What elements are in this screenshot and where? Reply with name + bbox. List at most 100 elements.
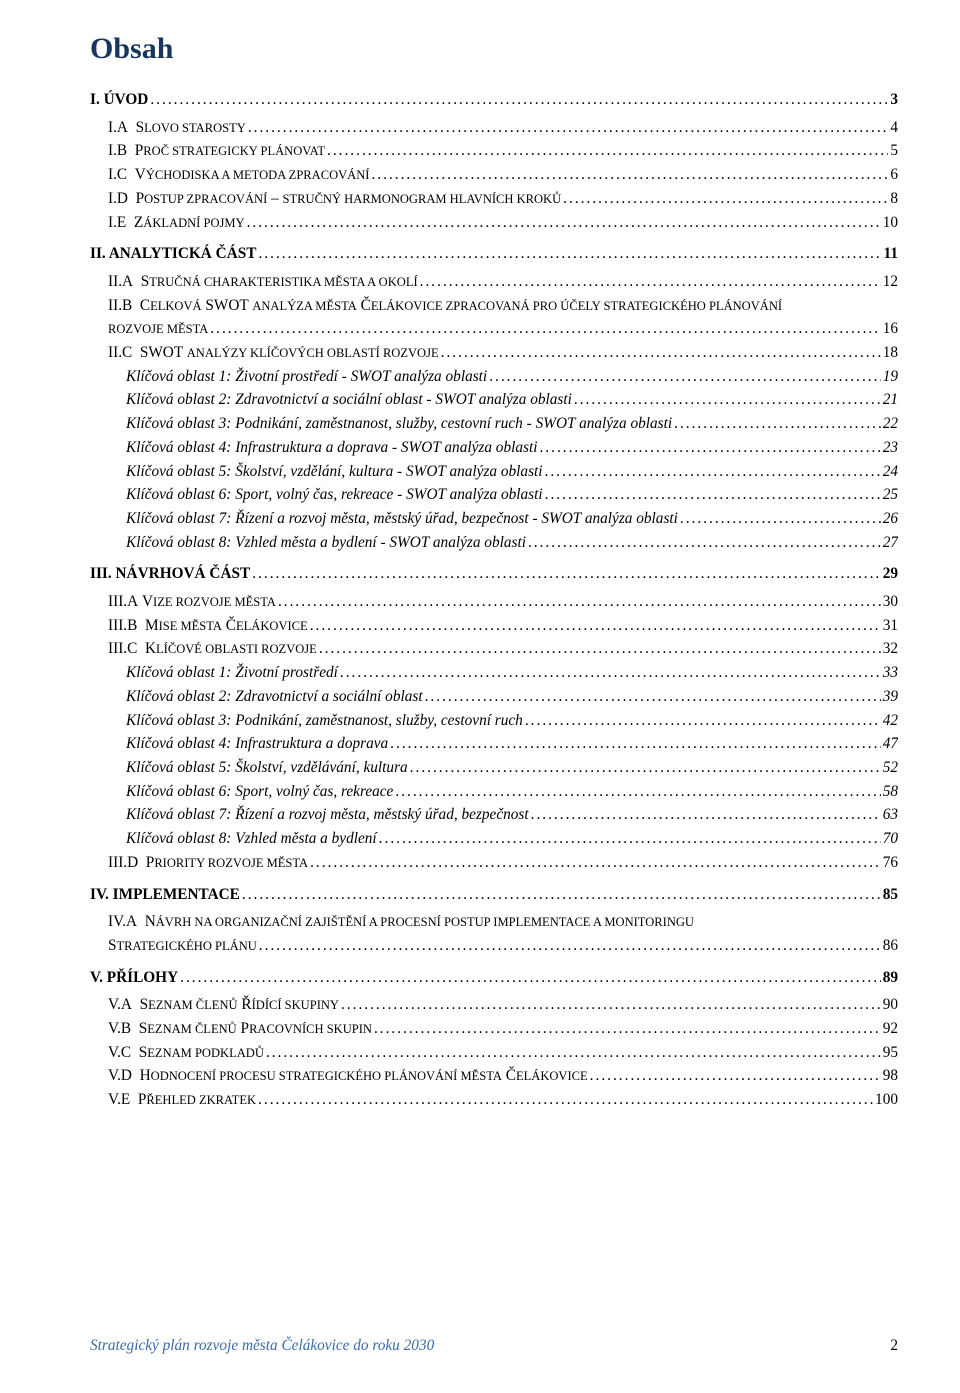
- toc-label: Klíčová oblast 5: Školství, vzdělávání, …: [126, 756, 408, 780]
- toc-leader: [379, 827, 881, 851]
- toc-leader: [674, 412, 881, 436]
- toc-entry[interactable]: V.D HODNOCENÍ PROCESU STRATEGICKÉHO PLÁN…: [90, 1064, 898, 1088]
- toc-leader: [420, 270, 881, 294]
- toc-page: 98: [883, 1064, 898, 1088]
- toc-page: 39: [883, 685, 898, 709]
- toc-label: Klíčová oblast 7: Řízení a rozvoj města,…: [126, 507, 678, 531]
- toc-page: 76: [883, 851, 898, 875]
- toc-entry[interactable]: III.B MISE MĚSTA ČELÁKOVICE 31: [90, 614, 898, 638]
- toc-page: 63: [883, 803, 898, 827]
- toc-page: 92: [883, 1017, 898, 1041]
- toc-label: I.E ZÁKLADNÍ POJMY: [108, 211, 245, 235]
- toc-leader: [489, 365, 881, 389]
- toc-page: 42: [883, 709, 898, 733]
- toc-entry[interactable]: Klíčová oblast 1: Životní prostředí 33: [90, 661, 898, 685]
- toc-leader: [180, 966, 881, 990]
- toc-entry[interactable]: Klíčová oblast 4: Infrastruktura a dopra…: [90, 732, 898, 756]
- toc-label: IV. IMPLEMENTACE: [90, 883, 240, 907]
- toc-entry[interactable]: I.D POSTUP ZPRACOVÁNÍ – STRUČNÝ HARMONOG…: [90, 187, 898, 211]
- toc-entry[interactable]: V.B SEZNAM ČLENŮ PRACOVNÍCH SKUPIN 92: [90, 1017, 898, 1041]
- toc-entry[interactable]: III.C KLÍČOVÉ OBLASTI ROZVOJE 32: [90, 637, 898, 661]
- toc-label: II.C SWOT ANALÝZY KLÍČOVÝCH OBLASTÍ ROZV…: [108, 341, 439, 365]
- toc-entry[interactable]: III.A VIZE ROZVOJE MĚSTA 30: [90, 590, 898, 614]
- toc-entry[interactable]: III.D PRIORITY ROZVOJE MĚSTA 76: [90, 851, 898, 875]
- toc-label: I.D POSTUP ZPRACOVÁNÍ – STRUČNÝ HARMONOG…: [108, 187, 561, 211]
- toc-leader: [247, 211, 881, 235]
- toc-label: III.B MISE MĚSTA ČELÁKOVICE: [108, 614, 308, 638]
- toc-page: 10: [883, 211, 898, 235]
- toc-entry[interactable]: Klíčová oblast 5: Školství, vzdělání, ku…: [90, 460, 898, 484]
- toc-entry[interactable]: Klíčová oblast 8: Vzhled města a bydlení…: [90, 827, 898, 851]
- toc-entry[interactable]: Klíčová oblast 7: Řízení a rozvoj města,…: [90, 507, 898, 531]
- toc-page: 25: [883, 483, 898, 507]
- toc-entry[interactable]: Klíčová oblast 2: Zdravotnictví a sociál…: [90, 685, 898, 709]
- toc-page: 24: [883, 460, 898, 484]
- toc-entry[interactable]: II.A STRUČNÁ CHARAKTERISTIKA MĚSTA A OKO…: [90, 270, 898, 294]
- toc-label: Klíčová oblast 3: Podnikání, zaměstnanos…: [126, 709, 523, 733]
- toc-page: 86: [883, 934, 898, 958]
- toc-leader: [310, 614, 881, 638]
- toc-label: IV.A NÁVRH NA ORGANIZAČNÍ ZAJIŠTĚNÍ A PR…: [108, 910, 694, 934]
- footer-title: Strategický plán rozvoje města Čelákovic…: [90, 1337, 434, 1355]
- toc-entry[interactable]: II. ANALYTICKÁ ČÁST 11: [90, 242, 898, 266]
- toc-label: V.B SEZNAM ČLENŮ PRACOVNÍCH SKUPIN: [108, 1017, 372, 1041]
- toc-leader: [266, 1041, 881, 1065]
- toc-entry[interactable]: III. NÁVRHOVÁ ČÁST 29: [90, 562, 898, 586]
- toc-page: 11: [884, 242, 898, 266]
- toc-page: 26: [883, 507, 898, 531]
- toc-page: 58: [883, 780, 898, 804]
- toc-entry[interactable]: STRATEGICKÉHO PLÁNU 86: [90, 934, 898, 958]
- toc-entry[interactable]: V. PŘÍLOHY 89: [90, 966, 898, 990]
- toc-entry[interactable]: Klíčová oblast 8: Vzhled města a bydlení…: [90, 531, 898, 555]
- toc-leader: [545, 460, 881, 484]
- toc-page: 4: [890, 116, 898, 140]
- toc-entry[interactable]: Klíčová oblast 7: Řízení a rozvoj města,…: [90, 803, 898, 827]
- toc-entry[interactable]: Klíčová oblast 2: Zdravotnictví a sociál…: [90, 388, 898, 412]
- toc-leader: [259, 934, 881, 958]
- toc-page: 100: [875, 1088, 898, 1112]
- toc-page: 18: [883, 341, 898, 365]
- page-footer: Strategický plán rozvoje města Čelákovic…: [90, 1337, 898, 1355]
- toc-entry-continuation: IV.A NÁVRH NA ORGANIZAČNÍ ZAJIŠTĚNÍ A PR…: [90, 910, 898, 934]
- toc-page: 27: [883, 531, 898, 555]
- toc-entry[interactable]: Klíčová oblast 6: Sport, volný čas, rekr…: [90, 780, 898, 804]
- toc-leader: [374, 1017, 881, 1041]
- toc-entry-continuation: II.B CELKOVÁ SWOT ANALÝZA MĚSTA ČELÁKOVI…: [90, 294, 898, 318]
- toc-leader: [531, 803, 881, 827]
- toc-entry[interactable]: Klíčová oblast 3: Podnikání, zaměstnanos…: [90, 412, 898, 436]
- toc-label: Klíčová oblast 2: Zdravotnictví a sociál…: [126, 388, 572, 412]
- toc-label: Klíčová oblast 3: Podnikání, zaměstnanos…: [126, 412, 672, 436]
- toc-entry[interactable]: Klíčová oblast 4: Infrastruktura a dopra…: [90, 436, 898, 460]
- toc-label: III.A VIZE ROZVOJE MĚSTA: [108, 590, 276, 614]
- toc-entry[interactable]: Klíčová oblast 5: Školství, vzdělávání, …: [90, 756, 898, 780]
- toc-label: II. ANALYTICKÁ ČÁST: [90, 242, 256, 266]
- toc-entry[interactable]: IV. IMPLEMENTACE 85: [90, 883, 898, 907]
- toc-entry[interactable]: I. ÚVOD 3: [90, 88, 898, 112]
- toc-entry[interactable]: V.C SEZNAM PODKLADŮ 95: [90, 1041, 898, 1065]
- toc-entry[interactable]: Klíčová oblast 3: Podnikání, zaměstnanos…: [90, 709, 898, 733]
- toc-page: 70: [883, 827, 898, 851]
- toc-leader: [371, 163, 888, 187]
- toc-label: I.C VÝCHODISKA A METODA ZPRACOVÁNÍ: [108, 163, 369, 187]
- toc-page: 89: [883, 966, 898, 990]
- toc-entry[interactable]: Klíčová oblast 6: Sport, volný čas, rekr…: [90, 483, 898, 507]
- toc-label: III.C KLÍČOVÉ OBLASTI ROZVOJE: [108, 637, 317, 661]
- toc-leader: [341, 993, 881, 1017]
- toc-page: 90: [883, 993, 898, 1017]
- toc-page: 95: [883, 1041, 898, 1065]
- toc-entry[interactable]: Klíčová oblast 1: Životní prostředí - SW…: [90, 365, 898, 389]
- toc-entry[interactable]: V.A SEZNAM ČLENŮ ŘÍDÍCÍ SKUPINY 90: [90, 993, 898, 1017]
- toc-leader: [574, 388, 881, 412]
- toc-entry[interactable]: I.E ZÁKLADNÍ POJMY 10: [90, 211, 898, 235]
- toc-entry[interactable]: I.A SLOVO STAROSTY 4: [90, 116, 898, 140]
- toc-entry[interactable]: I.C VÝCHODISKA A METODA ZPRACOVÁNÍ 6: [90, 163, 898, 187]
- toc-entry[interactable]: I.B PROČ STRATEGICKY PLÁNOVAT 5: [90, 139, 898, 163]
- toc-entry[interactable]: ROZVOJE MĚSTA 16: [90, 317, 898, 341]
- toc-entry[interactable]: V.E PŘEHLED ZKRATEK 100: [90, 1088, 898, 1112]
- toc-label: II.A STRUČNÁ CHARAKTERISTIKA MĚSTA A OKO…: [108, 270, 418, 294]
- footer-page-number: 2: [890, 1337, 898, 1355]
- toc-entry[interactable]: II.C SWOT ANALÝZY KLÍČOVÝCH OBLASTÍ ROZV…: [90, 341, 898, 365]
- toc-page: 23: [883, 436, 898, 460]
- toc-leader: [539, 436, 880, 460]
- table-of-contents: I. ÚVOD 3 I.A SLOVO STAROSTY 4I.B PROČ ST…: [90, 88, 898, 1112]
